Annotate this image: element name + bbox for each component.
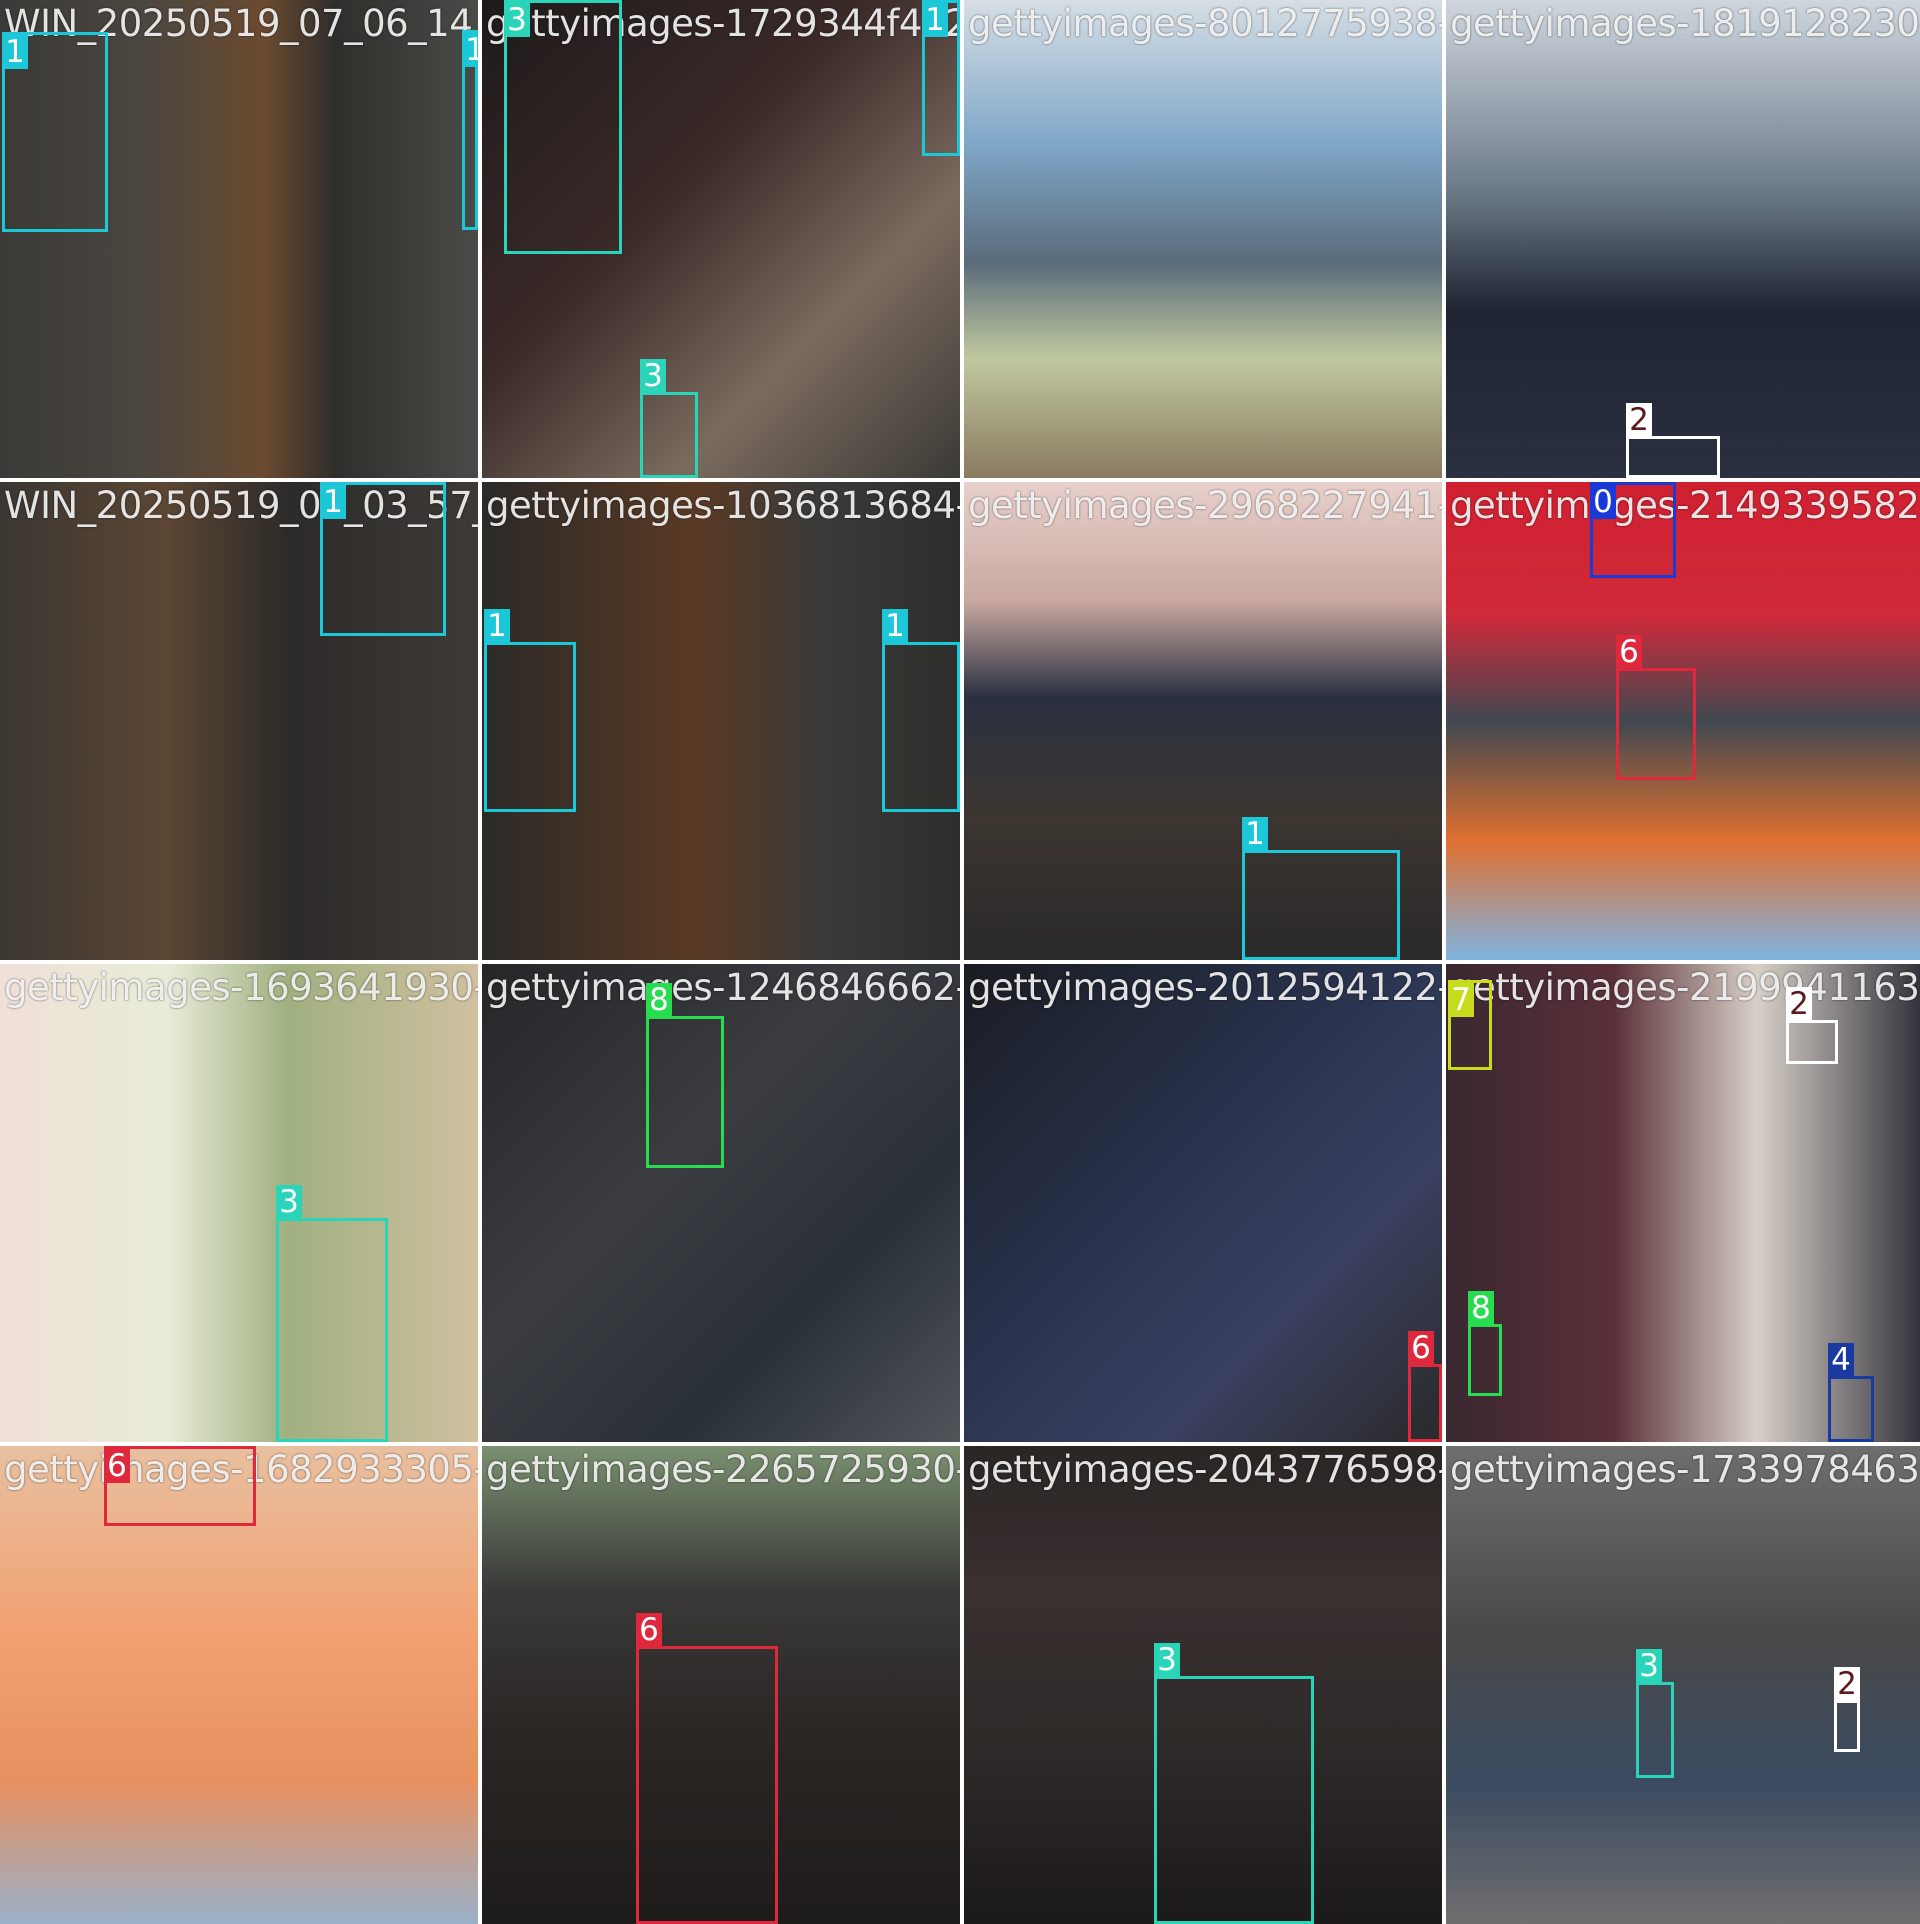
tile-filename: gettyimages-1733978463-612 (1450, 1448, 1920, 1491)
tile-filename: WIN_20250519_07_03_57_ (4, 484, 478, 527)
detection-class-label: 1 (1242, 817, 1268, 851)
detection-box: 3 (640, 359, 698, 478)
mosaic-tile: gettyimages-2043776598-612 3 (964, 1446, 1442, 1924)
tile-filename: gettyimages-2012594122-612 (968, 966, 1442, 1009)
mosaic-tile: WIN_20250519_07_03_57_ 1 (0, 482, 478, 960)
detection-class-label: 6 (104, 1449, 130, 1483)
detection-box: 1 (462, 30, 478, 230)
tile-image (964, 0, 1442, 478)
tile-image (1446, 482, 1920, 960)
mosaic-tile: gettyimages-1729344f402852-612331 (482, 0, 960, 478)
detection-class-label: 7 (1448, 983, 1474, 1017)
detection-box: 6 (1616, 635, 1696, 780)
tile-image (0, 964, 478, 1442)
mosaic-tile: gettyimages-1036813684-612 1 1 (482, 482, 960, 960)
detection-class-label: 3 (1154, 1643, 1180, 1677)
tile-filename: gettyimages-2968227941-612 (968, 484, 1442, 527)
detection-class-label: 1 (484, 609, 510, 643)
tile-filename: gettyimages-2149339582-612 (1450, 484, 1920, 527)
mosaic-tile: gettyimages-1246846662-6128 (482, 964, 960, 1442)
mosaic-tile: gettyimages-2968227941-612 1 (964, 482, 1442, 960)
tile-filename: gettyimages-1036813684-612 (486, 484, 960, 527)
detection-box: 1 (484, 609, 576, 812)
detection-class-label: 2 (1626, 403, 1652, 437)
mosaic-tile: gettyimages-8012775938-612 (964, 0, 1442, 478)
detection-box: 3 (504, 0, 622, 254)
mosaic-tile: gettyimages-2012594122-612 6 (964, 964, 1442, 1442)
detection-box: 2 (1834, 1667, 1860, 1752)
detection-box: 1 (1242, 817, 1400, 960)
detection-box: 2 (1626, 403, 1720, 478)
detection-class-label: 3 (276, 1185, 302, 1219)
tile-image (0, 482, 478, 960)
tile-filename: gettyimages-8012775938-612 (968, 2, 1442, 45)
tile-image (482, 482, 960, 960)
detection-box: 1 (882, 609, 960, 812)
tile-image (1446, 0, 1920, 478)
detection-box: 7 (1448, 980, 1492, 1070)
detection-class-label: 8 (1468, 1291, 1494, 1325)
detection-class-label: 1 (882, 609, 908, 643)
mosaic-tile: gettyimages-2149339582-6120 6 (1446, 482, 1920, 960)
tile-image (964, 1446, 1442, 1924)
detection-box: 3 (276, 1185, 388, 1442)
detection-class-label: 0 (1590, 485, 1616, 519)
detection-box: 6 (1408, 1331, 1442, 1442)
detection-box: 1 (2, 32, 108, 232)
detection-box: 8 (1468, 1291, 1502, 1396)
tile-filename: gettyimages-1246846662-612 (486, 966, 960, 1009)
detection-class-label: 1 (462, 33, 478, 67)
mosaic-tile: gettyimages-2199941163-6127 2 8 4 (1446, 964, 1920, 1442)
detection-box: 4 (1828, 1343, 1874, 1442)
detection-class-label: 1 (320, 485, 346, 519)
tile-image (0, 0, 478, 478)
detection-class-label: 3 (504, 3, 530, 37)
tile-filename: gettyimages-1819128230-6 (1450, 2, 1920, 45)
mosaic-tile: gettyimages-1693641930-612 3 (0, 964, 478, 1442)
detection-box: 2 (1786, 987, 1838, 1064)
detection-box: 3 (1636, 1649, 1674, 1778)
tile-image (482, 1446, 960, 1924)
tile-filename: gettyimages-2199941163-612 (1450, 966, 1920, 1009)
mosaic-tile: gettyimages-1819128230-6 2 (1446, 0, 1920, 478)
tile-image (964, 482, 1442, 960)
detection-class-label: 6 (1616, 635, 1642, 669)
tile-filename: gettyimages-1682933305-612 (4, 1448, 478, 1491)
tile-filename: gettyimages-1729344f402852-612 (486, 2, 960, 45)
tile-filename: gettyimages-1693641930-612 (4, 966, 478, 1009)
detection-class-label: 8 (646, 983, 672, 1017)
detection-box: 1 (320, 482, 446, 636)
detection-box: 8 (646, 983, 724, 1168)
mosaic-tile: WIN_20250519_07_06_14_ 1 1 (0, 0, 478, 478)
detection-box: 1 (922, 0, 960, 156)
detection-box: 0 (1590, 482, 1676, 578)
detection-box: 3 (1154, 1643, 1314, 1924)
detection-class-label: 1 (2, 35, 28, 69)
detection-box: 6 (104, 1446, 256, 1526)
detection-box: 6 (636, 1613, 778, 1924)
tile-image (964, 964, 1442, 1442)
mosaic-tile: gettyimages-1733978463-612 3 2 (1446, 1446, 1920, 1924)
detection-class-label: 2 (1834, 1667, 1860, 1701)
tile-image (482, 0, 960, 478)
detection-class-label: 2 (1786, 987, 1812, 1021)
tile-filename: WIN_20250519_07_06_14_ (4, 2, 478, 45)
detection-class-label: 3 (640, 359, 666, 393)
detection-class-label: 4 (1828, 1343, 1854, 1377)
mosaic-tile: gettyimages-1682933305-6126 (0, 1446, 478, 1924)
detection-class-label: 1 (922, 3, 948, 37)
tile-filename: gettyimages-2043776598-612 (968, 1448, 1442, 1491)
detection-class-label: 3 (1636, 1649, 1662, 1683)
detection-class-label: 6 (636, 1613, 662, 1647)
detection-class-label: 6 (1408, 1331, 1434, 1365)
mosaic-tile: gettyimages-2265725930-612 6 (482, 1446, 960, 1924)
tile-filename: gettyimages-2265725930-612 (486, 1448, 960, 1491)
